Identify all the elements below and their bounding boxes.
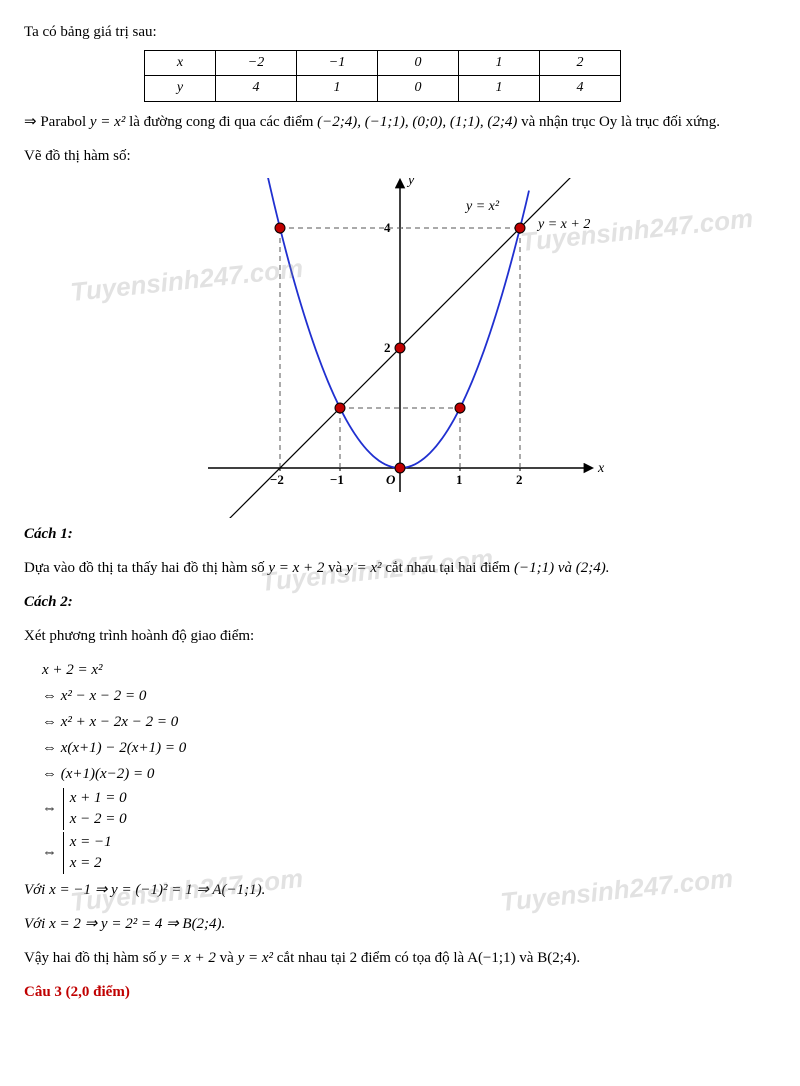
opt: x + 1 = 0	[70, 788, 127, 809]
cell: −2	[216, 51, 297, 76]
opt: x − 2 = 0	[70, 809, 127, 830]
eq-row: ⇔ x = −1 x = 2	[42, 832, 776, 874]
cell: 4	[540, 76, 621, 101]
cach2-title: Cách 2:	[24, 590, 776, 614]
cell: y	[145, 76, 216, 101]
equation-block: x + 2 = x² ⇔ x² − x − 2 = 0 ⇔ x² + x − 2…	[42, 658, 776, 874]
opt: x = −1	[70, 832, 112, 853]
svg-text:x: x	[597, 461, 605, 476]
graph-container: xy−2−112O24y = x²y = x + 2	[24, 178, 776, 518]
eq: y = x²	[238, 950, 273, 966]
bracket-group: x = −1 x = 2	[63, 832, 112, 874]
eq-row: ⇔ x² − x − 2 = 0	[42, 684, 776, 708]
bracket-group: x + 1 = 0 x − 2 = 0	[63, 788, 127, 830]
text: là đường cong đi qua các điểm	[125, 114, 317, 130]
cach1-text: Dựa vào đồ thị ta thấy hai đồ thị hàm số…	[24, 556, 776, 580]
cell: x	[145, 51, 216, 76]
cell: 0	[378, 76, 459, 101]
eq: y = x²	[346, 560, 381, 576]
eq-row: ⇔ (x+1)(x−2) = 0	[42, 762, 776, 786]
eq-row: x + 2 = x²	[42, 658, 776, 682]
table-row: x −2 −1 0 1 2	[145, 51, 621, 76]
value-table: x −2 −1 0 1 2 y 4 1 0 1 4	[144, 50, 621, 102]
eq-row: ⇔ x² + x − 2x − 2 = 0	[42, 710, 776, 734]
svg-text:y: y	[406, 178, 415, 188]
with2: Với x = 2 ⇒ y = 2² = 4 ⇒ B(2;4).	[24, 912, 776, 936]
cell: 0	[378, 51, 459, 76]
pts: (−1;1) và (2;4).	[514, 560, 610, 576]
svg-text:2: 2	[516, 472, 523, 487]
cau3-heading: Câu 3 (2,0 điểm)	[24, 980, 776, 1004]
text: và	[216, 950, 238, 966]
draw-label: Vẽ đồ thị hàm số:	[24, 144, 776, 168]
cach2-intro: Xét phương trình hoành độ giao điểm:	[24, 624, 776, 648]
svg-text:−1: −1	[330, 472, 344, 487]
text: cắt nhau tại hai điểm	[382, 560, 514, 576]
parabola-description: ⇒ Parabol y = x² là đường cong đi qua cá…	[24, 110, 776, 134]
cell: 1	[459, 76, 540, 101]
svg-text:O: O	[386, 472, 396, 487]
text: ⇒ Parabol	[24, 114, 90, 130]
svg-text:1: 1	[456, 472, 463, 487]
eq: ⇔ (x+1)(x−2) = 0	[42, 766, 154, 782]
cach1-title: Cách 1:	[24, 522, 776, 546]
eq: ⇔ x(x+1) − 2(x+1) = 0	[42, 740, 186, 756]
table-row: y 4 1 0 1 4	[145, 76, 621, 101]
text: cắt nhau tại 2 điểm có tọa độ là A(−1;1)…	[273, 950, 580, 966]
cell: 1	[459, 51, 540, 76]
svg-text:2: 2	[384, 340, 391, 355]
graph: xy−2−112O24y = x²y = x + 2	[190, 178, 610, 518]
text: và	[324, 560, 346, 576]
opt: x = 2	[70, 853, 112, 874]
cell: 2	[540, 51, 621, 76]
points: (−2;4), (−1;1), (0;0), (1;1), (2;4)	[317, 114, 517, 130]
eq: ⇔ x² − x − 2 = 0	[42, 688, 146, 704]
cell: 4	[216, 76, 297, 101]
svg-text:y = x²: y = x²	[464, 199, 500, 214]
svg-text:−2: −2	[270, 472, 284, 487]
text: Dựa vào đồ thị ta thấy hai đồ thị hàm số	[24, 560, 268, 576]
eq: x + 2 = x²	[42, 662, 103, 678]
eq: y = x²	[90, 114, 125, 130]
text: Vậy hai đồ thị hàm số	[24, 950, 160, 966]
intro-text: Ta có bảng giá trị sau:	[24, 20, 776, 44]
conclusion: Vậy hai đồ thị hàm số y = x + 2 và y = x…	[24, 946, 776, 970]
eq-row: ⇔ x + 1 = 0 x − 2 = 0	[42, 788, 776, 830]
eq: ⇔ x² + x − 2x − 2 = 0	[42, 714, 178, 730]
eq: y = x + 2	[268, 560, 324, 576]
svg-text:y = x + 2: y = x + 2	[536, 217, 590, 232]
text: và nhận trục Oy là trục đối xứng.	[517, 114, 720, 130]
cell: −1	[297, 51, 378, 76]
eq: y = x + 2	[160, 950, 216, 966]
with1: Với x = −1 ⇒ y = (−1)² = 1 ⇒ A(−1;1).	[24, 878, 776, 902]
eq-row: ⇔ x(x+1) − 2(x+1) = 0	[42, 736, 776, 760]
cell: 1	[297, 76, 378, 101]
